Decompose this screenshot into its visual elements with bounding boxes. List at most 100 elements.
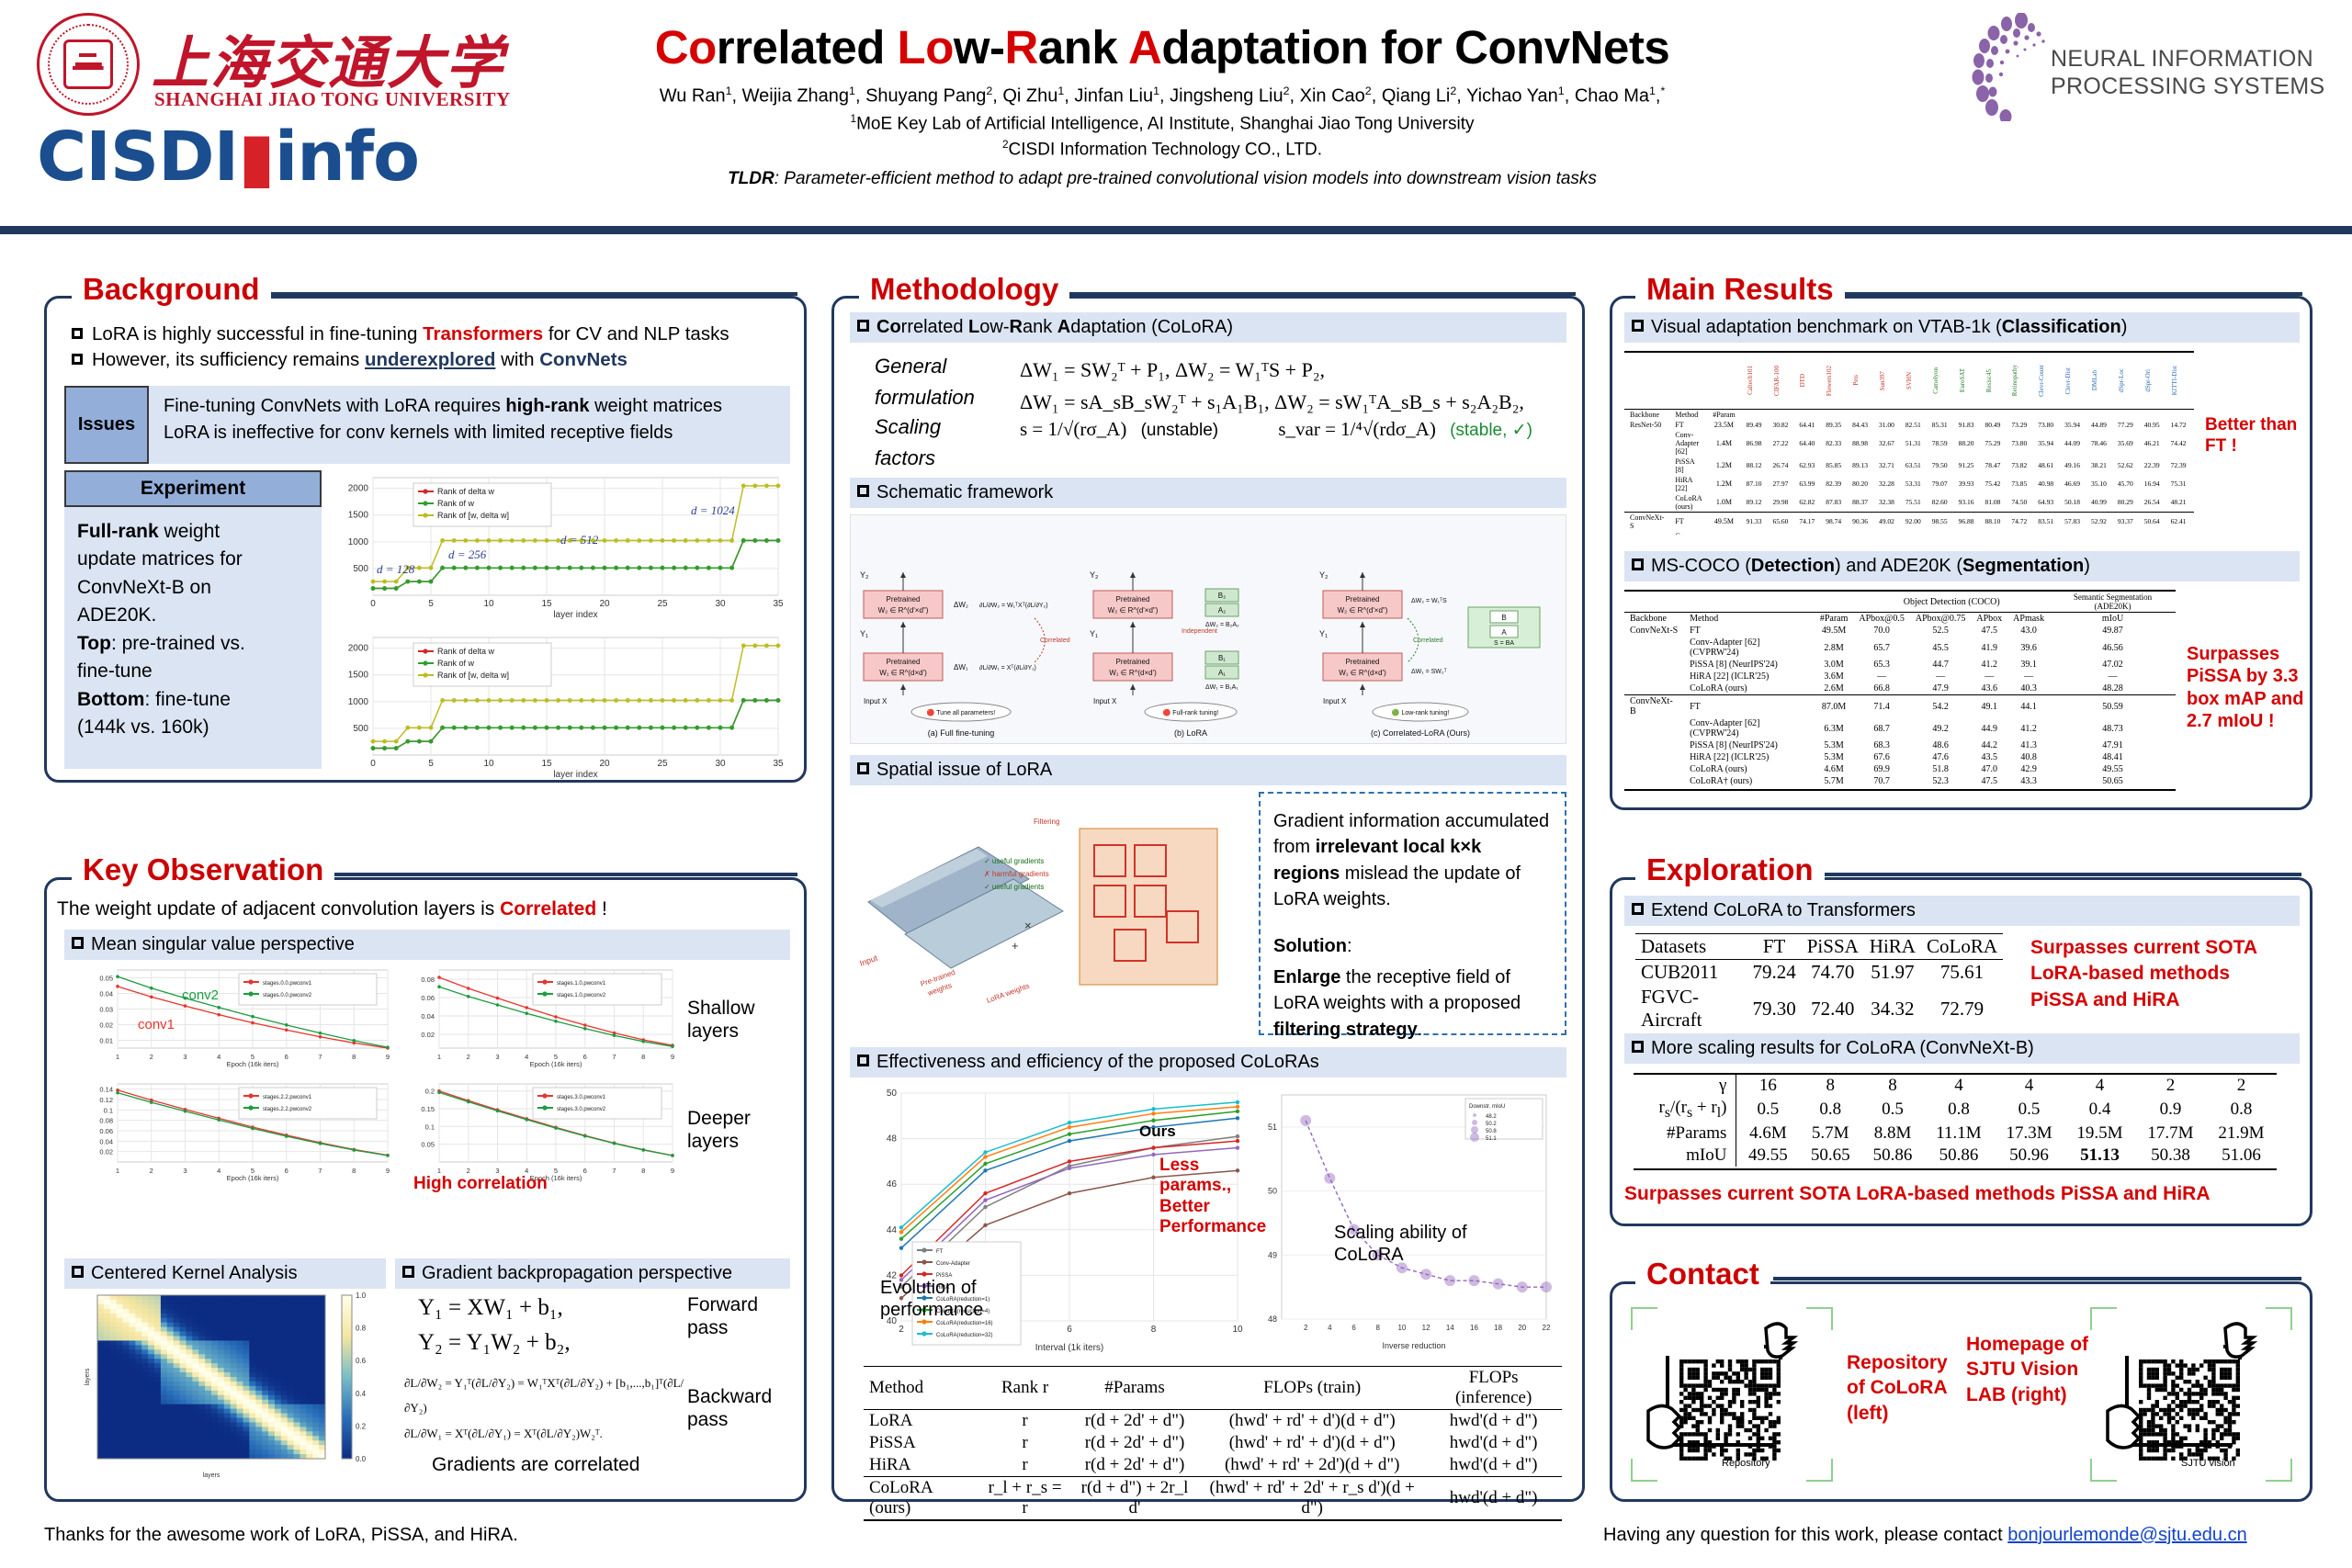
svg-text:2: 2 (467, 1053, 470, 1061)
tldr-line: TLDR: Parameter-efficient method to adap… (496, 169, 1828, 189)
spatial-text-a: Gradient information accumulated (1273, 811, 1550, 831)
svg-text:0.08: 0.08 (421, 976, 435, 984)
vtab-value: 79.50 (1931, 461, 1948, 469)
exp-n1: weight (158, 521, 220, 542)
svg-text:×: × (1024, 919, 1032, 932)
svg-text:5: 5 (428, 599, 434, 609)
chart-svg: 500 1000 1500 2000 0 5 10 15 20 25 30 35 layer index… (348, 477, 784, 620)
detseg-cell: 47.9 (1932, 683, 1949, 694)
exploration-sub-1: Extend CoLoRA to Transformers (1624, 896, 2300, 926)
svg-text:5: 5 (428, 759, 434, 769)
expl2-cell: 51.13 (2080, 1145, 2120, 1165)
superscript: 1 (1649, 85, 1656, 97)
flops-cell: r (1022, 1455, 1028, 1474)
key-obs-sub3-label: Gradient backpropagation perspective (422, 1263, 732, 1283)
svg-text:5: 5 (251, 1053, 254, 1061)
svg-text:CoLoRA(reduction=16): CoLoRA(reduction=16) (936, 1321, 993, 1326)
expl1-cell: 79.30 (1752, 997, 1796, 1020)
detseg-cell (1624, 671, 1684, 682)
footer-right: Having any question for this work, pleas… (1603, 1525, 2247, 1546)
qr-sjtu-vision-icon[interactable]: SJTU vision (2086, 1303, 2297, 1486)
qr-repository-icon[interactable]: Repository (1626, 1303, 1838, 1486)
exploration-sub-2: More scaling results for CoLoRA (ConvNeX… (1624, 1033, 2300, 1064)
svg-text:stages.2.2.pwconv1: stages.2.2.pwconv1 (263, 1095, 312, 1100)
key-obs-sub2-label: Centered Kernel Analysis (91, 1263, 298, 1283)
table-row: HiRA r r(d + 2d' + d") (hwd' + rd' + 2d')(d… (864, 1454, 1562, 1477)
detseg-col-header: APbox (1976, 614, 2003, 624)
solution-label: Solution (1273, 935, 1347, 956)
tldr-text: : Parameter-efficient method to adapt pr… (774, 169, 1597, 188)
expl1-cell: 75.61 (1939, 961, 1984, 983)
table-row: HiRA [22] (ICLR'25) 3.6M — — — — — (1624, 671, 2176, 682)
svg-text:15: 15 (541, 599, 552, 609)
detseg-cell: 39.1 (2020, 660, 2037, 670)
detseg-cell: 52.5 (1932, 626, 1949, 636)
exp-n5: : pre-trained vs. (110, 632, 245, 654)
vtab-value: 89.49 (1746, 420, 1762, 429)
detseg-cell: 43.5 (1981, 752, 1998, 762)
svg-text:1500: 1500 (348, 511, 369, 521)
msv-chart-0: 0.01 0.02 0.03 0.04 0.05 1 2 3 4 5 6 7 8 9 Epoch (16k … (83, 963, 395, 1068)
vtab-value: 88.12 (1746, 461, 1762, 469)
detseg-cell: 42.9 (2020, 764, 2037, 774)
detseg-cell: 48.6 (1932, 740, 1949, 750)
svg-text:Rank of [w, delta w]: Rank of [w, delta w] (437, 511, 509, 520)
sub1-seg: L (968, 317, 980, 337)
table-row: HiRA [22] (ICLR'25) 5.3M 67.6 47.6 43.5 40.8 4… (1624, 751, 2176, 763)
vtab-col-header: Clevr-Dist (2064, 367, 2073, 394)
header-divider (0, 226, 2352, 234)
table-row: ResNet-50 FT 23.5M 89.49 30.82 64.41 89.35 84… (1624, 420, 2194, 430)
detseg-cell (1624, 739, 1684, 751)
exploration-table2-wrap: γ 16 8 8 4 4 4 2 2 rs/(rs + rl) 0.5 0.8 0.5 0.8 0.5 0.4… (1634, 1073, 2286, 1170)
methodology-title: Methodology (859, 272, 1070, 307)
svg-text:(c) Correlated-LoRA (Ours): (c) Correlated-LoRA (Ours) (1371, 728, 1470, 738)
expl1-cell: 74.70 (1811, 961, 1855, 983)
expl1-header: CoLoRA (1926, 935, 1997, 957)
detseg-cell: 66.8 (1873, 683, 1890, 694)
flops-cell: r(d + d") + 2r_l d' (1080, 1478, 1189, 1517)
vtab-value: 29.98 (1772, 498, 1789, 506)
flops-header: Method (869, 1378, 924, 1397)
cisdi-accent-icon: ▮ (238, 118, 276, 197)
svg-text:d = 128: d = 128 (377, 562, 415, 576)
exploration-note-1: Surpasses current SOTA LoRA-based method… (2030, 935, 2306, 1013)
svg-text:CoLoRA(reduction=1): CoLoRA(reduction=1) (936, 1297, 989, 1303)
vtab-value: 35.10 (2091, 479, 2107, 488)
expl2-cell: 8 (1826, 1076, 1836, 1095)
neurips-logo: NEURAL INFORMATION PROCESSING SYSTEMS (1966, 13, 2334, 121)
expl2-cell: 0.4 (2088, 1099, 2111, 1119)
svg-text:🟢 Low-rank tuning!: 🟢 Low-rank tuning! (1392, 708, 1449, 716)
eq-forward-2: Y₂ = Y₁W₂ + b₂, (418, 1329, 571, 1355)
qr-left-block[interactable]: Repository (1626, 1303, 1838, 1486)
table-row: FGVC-Aircraft 79.30 72.40 34.32 72.79 (1635, 985, 2003, 1032)
lbl-factors: factors (875, 446, 936, 470)
main-results-sub-1: Visual adaptation benchmark on VTAB-1k (… (1624, 312, 2300, 343)
qr-right-block[interactable]: SJTU vision (2086, 1303, 2297, 1486)
vtab-value: 74.17 (1799, 517, 1815, 525)
svg-text:(b) LoRA: (b) LoRA (1174, 728, 1207, 738)
svg-text:0.2: 0.2 (425, 1088, 435, 1096)
contact-email-link[interactable]: bonjourlemonde@sjtu.edu.cn (2007, 1525, 2247, 1545)
expl2-row-label: γ (1634, 1074, 1737, 1097)
author-list: Wu Ran1, Weijia Zhang1, Shuyang Pang2, Q… (659, 85, 1666, 107)
title-seg: o (688, 21, 717, 73)
vtab-value: 91.25 (1958, 461, 1974, 469)
detseg-cell: — (1877, 671, 1887, 682)
framework-diagram: Pretrained W₁ ∈ R^(d×d') Pretrained W₂ ∈… (860, 570, 1541, 738)
cisdi-info-text: info (274, 118, 420, 197)
vtab-value: 82.33 (1826, 438, 1842, 447)
spatial-text-b: from (1273, 837, 1316, 858)
detseg-col-header: APmask (2013, 614, 2045, 624)
flops-cell: hwd'(d + d") (1449, 1488, 1538, 1507)
detseg-cell: 67.6 (1873, 752, 1890, 762)
superscript: 2 (1364, 85, 1372, 97)
issues-line-1: Fine-tuning ConvNets with LoRA requires … (164, 393, 779, 420)
methodology-sub-4: Effectiveness and efficiency of the prop… (850, 1047, 1566, 1077)
exp-l3: ConvNeXt-B on (77, 576, 211, 598)
table-row: CUB2011 79.24 74.70 51.97 75.61 (1635, 959, 2003, 986)
methodology-sub-3: Spatial issue of LoRA (850, 755, 1566, 785)
background-body: LoRA is highly successful in fine-tuning… (62, 320, 788, 371)
svg-text:W₁ ∈ R^(d×d'): W₁ ∈ R^(d×d') (1109, 669, 1157, 677)
svg-text:🔴 Tune all parameters!: 🔴 Tune all parameters! (927, 708, 996, 716)
svg-text:Rank of w: Rank of w (437, 659, 475, 668)
